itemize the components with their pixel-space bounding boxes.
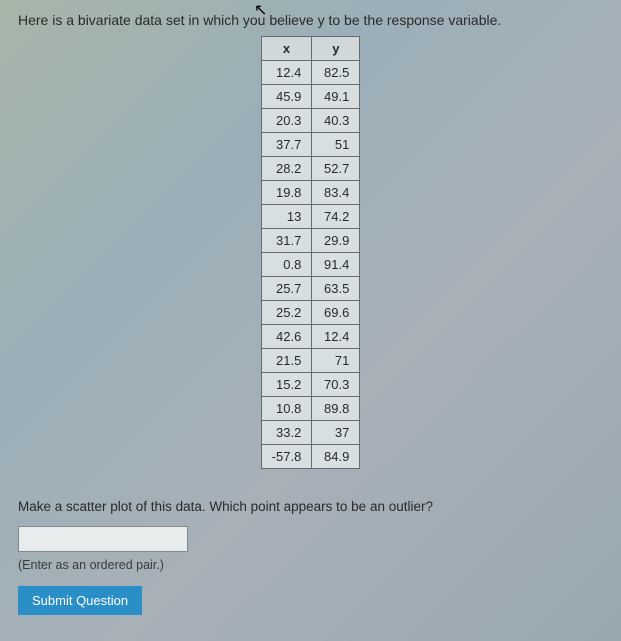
table-row: 45.949.1 [261, 85, 360, 109]
question-text: Make a scatter plot of this data. Which … [18, 499, 603, 514]
table-row: 0.891.4 [261, 253, 360, 277]
table-cell: 25.2 [261, 301, 312, 325]
table-cell: 89.8 [312, 397, 360, 421]
table-cell: 13 [261, 205, 312, 229]
table-cell: 71 [312, 349, 360, 373]
table-row: 33.237 [261, 421, 360, 445]
table-row: 12.482.5 [261, 61, 360, 85]
table-cell: 20.3 [261, 109, 312, 133]
data-table: x y 12.482.545.949.120.340.337.75128.252… [261, 36, 361, 469]
intro-text: Here is a bivariate data set in which yo… [18, 12, 603, 28]
question-container: Here is a bivariate data set in which yo… [0, 0, 621, 627]
table-cell: 42.6 [261, 325, 312, 349]
table-cell: 82.5 [312, 61, 360, 85]
table-row: 21.571 [261, 349, 360, 373]
table-cell: 70.3 [312, 373, 360, 397]
table-cell: 84.9 [312, 445, 360, 469]
answer-input[interactable] [18, 526, 188, 552]
table-cell: 37.7 [261, 133, 312, 157]
table-row: 28.252.7 [261, 157, 360, 181]
table-row: 25.763.5 [261, 277, 360, 301]
column-header-x: x [261, 37, 312, 61]
table-cell: 37 [312, 421, 360, 445]
table-cell: 21.5 [261, 349, 312, 373]
hint-text: (Enter as an ordered pair.) [18, 558, 603, 572]
table-cell: 91.4 [312, 253, 360, 277]
table-cell: 63.5 [312, 277, 360, 301]
submit-button[interactable]: Submit Question [18, 586, 142, 615]
table-cell: 29.9 [312, 229, 360, 253]
table-cell: -57.8 [261, 445, 312, 469]
table-cell: 12.4 [261, 61, 312, 85]
table-row: 37.751 [261, 133, 360, 157]
table-row: 31.729.9 [261, 229, 360, 253]
table-row: -57.884.9 [261, 445, 360, 469]
table-cell: 25.7 [261, 277, 312, 301]
column-header-y: y [312, 37, 360, 61]
table-cell: 83.4 [312, 181, 360, 205]
table-row: 15.270.3 [261, 373, 360, 397]
table-cell: 49.1 [312, 85, 360, 109]
table-row: 1374.2 [261, 205, 360, 229]
table-cell: 69.6 [312, 301, 360, 325]
table-cell: 40.3 [312, 109, 360, 133]
table-cell: 10.8 [261, 397, 312, 421]
table-row: 42.612.4 [261, 325, 360, 349]
table-cell: 31.7 [261, 229, 312, 253]
table-row: 19.883.4 [261, 181, 360, 205]
table-cell: 28.2 [261, 157, 312, 181]
table-row: 10.889.8 [261, 397, 360, 421]
table-cell: 52.7 [312, 157, 360, 181]
table-body: 12.482.545.949.120.340.337.75128.252.719… [261, 61, 360, 469]
table-row: 25.269.6 [261, 301, 360, 325]
table-cell: 45.9 [261, 85, 312, 109]
table-cell: 12.4 [312, 325, 360, 349]
table-header-row: x y [261, 37, 360, 61]
table-row: 20.340.3 [261, 109, 360, 133]
table-cell: 15.2 [261, 373, 312, 397]
table-cell: 33.2 [261, 421, 312, 445]
table-cell: 51 [312, 133, 360, 157]
table-cell: 19.8 [261, 181, 312, 205]
table-cell: 74.2 [312, 205, 360, 229]
table-cell: 0.8 [261, 253, 312, 277]
